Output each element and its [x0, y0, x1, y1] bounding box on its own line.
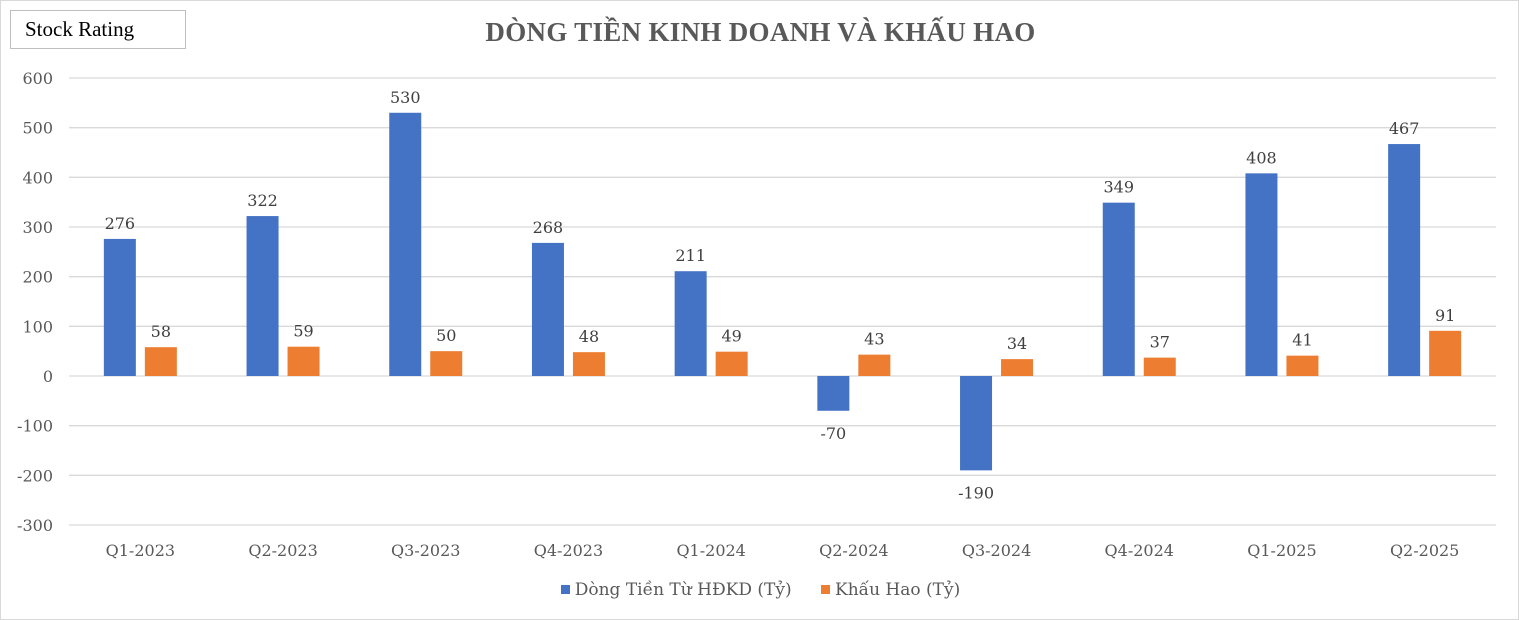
- depreciation-bar: [144, 347, 177, 376]
- legend-label-cashflow: Dòng Tiền Từ HĐKD (Tỷ): [574, 579, 792, 600]
- data-label: 408: [1246, 148, 1277, 167]
- chart-title: DÒNG TIỀN KINH DOANH VÀ KHẤU HAO: [485, 17, 1036, 47]
- legend-label-depreciation: Khấu Hao (Tỷ): [835, 579, 961, 600]
- data-label: 322: [247, 191, 278, 210]
- depreciation-bar: [287, 346, 320, 376]
- y-tick-label: 300: [22, 218, 53, 237]
- x-tick-label: Q3-2024: [962, 541, 1031, 560]
- cashflow-bar: [1388, 144, 1421, 376]
- x-tick-label: Q4-2024: [1105, 541, 1174, 560]
- cashflow-bar: [817, 376, 850, 411]
- data-label: 41: [1292, 331, 1312, 350]
- data-label: -70: [820, 424, 846, 443]
- y-tick-label: 500: [22, 119, 53, 138]
- legend-item-depreciation: Khấu Hao (Tỷ): [821, 580, 960, 600]
- y-tick-label: 200: [22, 268, 53, 287]
- x-tick-label: Q1-2025: [1247, 541, 1316, 560]
- data-label: 37: [1150, 333, 1170, 352]
- data-label: 49: [721, 327, 741, 346]
- x-tick-label: Q2-2025: [1390, 541, 1459, 560]
- x-tick-label: Q1-2023: [106, 541, 175, 560]
- data-label: 211: [675, 246, 706, 265]
- x-tick-label: Q1-2024: [676, 541, 745, 560]
- data-label: 43: [864, 330, 884, 349]
- data-label: 349: [1103, 178, 1134, 197]
- data-label: 276: [105, 214, 136, 233]
- depreciation-bar: [1001, 359, 1034, 376]
- depreciation-bar: [1429, 330, 1462, 376]
- legend-swatch-cashflow: [560, 585, 570, 594]
- depreciation-bar: [572, 352, 605, 376]
- y-tick-label: -300: [17, 516, 53, 535]
- legend-swatch-depreciation: [821, 585, 831, 594]
- data-label: 50: [436, 326, 456, 345]
- data-label: 530: [390, 88, 421, 107]
- depreciation-bar: [430, 351, 463, 376]
- x-tick-label: Q3-2023: [391, 541, 460, 560]
- y-tick-label: 100: [22, 317, 53, 336]
- legend: Dòng Tiền Từ HĐKD (Tỷ) Khấu Hao (Tỷ): [1, 579, 1518, 600]
- x-tick-label: Q4-2023: [534, 541, 603, 560]
- data-label: 467: [1389, 119, 1420, 138]
- cashflow-bar: [1102, 202, 1135, 376]
- x-tick-label: Q2-2024: [819, 541, 888, 560]
- depreciation-bar: [858, 354, 891, 376]
- depreciation-bar: [1286, 355, 1319, 376]
- depreciation-bar: [1143, 357, 1176, 376]
- y-tick-label: -100: [17, 417, 53, 436]
- cashflow-bar: [389, 112, 422, 377]
- y-tick-label: 0: [43, 367, 53, 386]
- legend-item-cashflow: Dòng Tiền Từ HĐKD (Tỷ): [560, 579, 792, 600]
- data-label: 58: [151, 322, 171, 341]
- cashflow-bar: [674, 271, 707, 376]
- data-label: 59: [293, 322, 313, 341]
- data-label: 268: [533, 218, 564, 237]
- depreciation-bar: [715, 351, 748, 376]
- stock-rating-label: Stock Rating: [10, 10, 186, 49]
- cashflow-bar: [531, 242, 564, 376]
- cashflow-bar: [103, 238, 136, 376]
- cashflow-bar: [1245, 173, 1278, 376]
- y-tick-label: 600: [22, 69, 53, 88]
- cashflow-bar: [246, 216, 279, 376]
- data-label: 91: [1435, 306, 1455, 325]
- y-tick-label: -200: [17, 466, 53, 485]
- cashflow-bar: [960, 376, 993, 471]
- x-tick-label: Q2-2023: [248, 541, 317, 560]
- data-label: 34: [1007, 334, 1027, 353]
- data-label: -190: [958, 483, 994, 502]
- y-tick-label: 400: [22, 168, 53, 187]
- data-label: 48: [579, 327, 599, 346]
